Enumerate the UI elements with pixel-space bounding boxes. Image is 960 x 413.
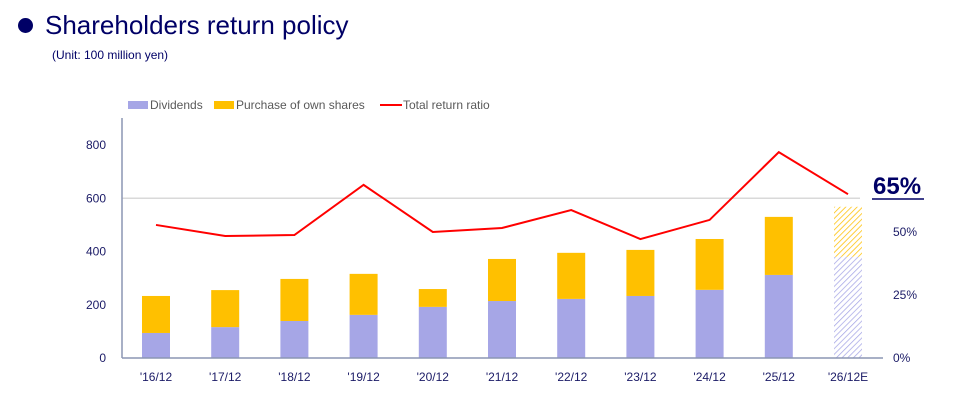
legend: Dividends Purchase of own shares Total r… — [128, 98, 490, 112]
x-axis-tick: '20/12 — [417, 370, 450, 384]
x-axis-tick: '21/12 — [486, 370, 519, 384]
bar-dividends — [488, 301, 516, 358]
x-axis-tick: '16/12 — [140, 370, 173, 384]
bar-dividends — [142, 332, 170, 358]
bar-purchase — [834, 206, 862, 257]
right-axis-tick: 0% — [893, 351, 911, 365]
unit-label: (Unit: 100 million yen) — [52, 48, 169, 62]
x-axis-tick: '22/12 — [555, 370, 588, 384]
bar-purchase — [557, 252, 586, 299]
page-title: Shareholders return policy — [45, 10, 349, 40]
x-axis-tick: '25/12 — [763, 370, 796, 384]
bar-purchase — [142, 295, 170, 333]
bar-purchase — [488, 258, 516, 302]
bar-dividends — [834, 256, 862, 358]
forecast-ratio-annotation: 65% — [873, 173, 921, 200]
bar-dividends — [557, 298, 586, 358]
x-axis-tick: '23/12 — [624, 370, 657, 384]
legend-label-dividends: Dividends — [150, 98, 203, 112]
legend-label-purchase: Purchase of own shares — [236, 98, 365, 112]
bar-purchase — [211, 290, 240, 328]
left-axis-tick: 400 — [86, 245, 106, 259]
legend-swatch-dividends — [128, 101, 148, 109]
x-axis-tick: '19/12 — [347, 370, 380, 384]
bar-purchase — [626, 249, 655, 296]
x-axis-tick: '26/12E — [828, 370, 868, 384]
bar-purchase — [764, 216, 793, 275]
bar-dividends — [695, 289, 724, 358]
bar-purchase — [349, 273, 378, 315]
bar-dividends — [349, 314, 378, 358]
right-axis-tick: 25% — [893, 288, 917, 302]
bar-purchase — [418, 289, 447, 307]
left-axis-tick: 600 — [86, 191, 106, 205]
bar-dividends — [626, 295, 655, 358]
x-axis-tick: '17/12 — [209, 370, 242, 384]
left-axis-tick: 800 — [86, 138, 106, 152]
header: Shareholders return policy — [18, 10, 349, 41]
x-axis-tick: '18/12 — [278, 370, 311, 384]
x-axis-tick: '24/12 — [693, 370, 726, 384]
bar-dividends — [418, 306, 447, 358]
title-bullet-icon — [18, 18, 33, 33]
bar-purchase — [695, 238, 724, 290]
bar-dividends — [280, 320, 309, 358]
right-axis-tick: 50% — [893, 225, 917, 239]
bar-purchase — [280, 278, 309, 321]
legend-label-ratio: Total return ratio — [403, 98, 490, 112]
bar-dividends — [764, 274, 793, 358]
line-total-return-ratio — [155, 150, 849, 241]
left-axis-tick: 0 — [99, 351, 106, 365]
bar-dividends — [211, 327, 240, 358]
left-axis-tick: 200 — [86, 298, 106, 312]
legend-swatch-purchase — [214, 101, 234, 109]
